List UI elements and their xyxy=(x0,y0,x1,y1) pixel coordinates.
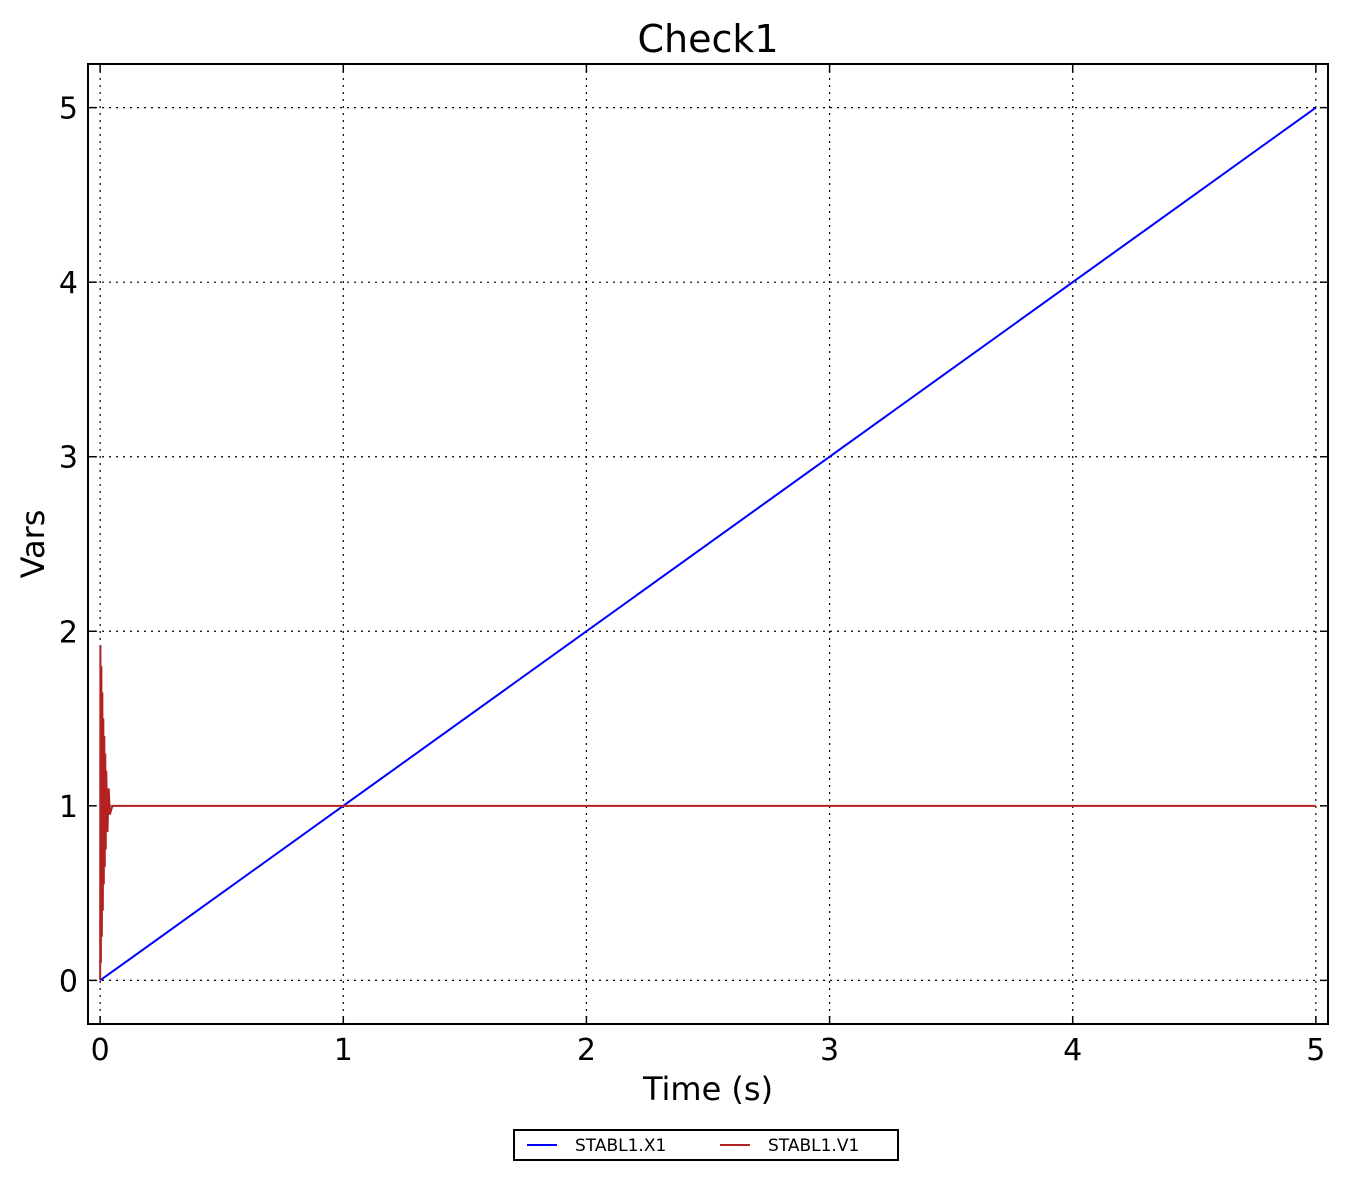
x-tick-label: 3 xyxy=(820,1033,839,1068)
y-tick-label: 3 xyxy=(59,441,78,476)
x-axis-label: Time (s) xyxy=(642,1070,773,1108)
x-tick-label: 0 xyxy=(91,1033,110,1068)
y-tick-label: 4 xyxy=(59,266,78,301)
x-tick-label: 1 xyxy=(334,1033,353,1068)
legend-label: STABL1.V1 xyxy=(768,1136,859,1156)
x-tick-label: 5 xyxy=(1306,1033,1325,1068)
y-tick-label: 2 xyxy=(59,615,78,650)
x-tick-label: 4 xyxy=(1063,1033,1082,1068)
y-axis-label: Vars xyxy=(14,510,52,579)
series-line xyxy=(99,106,1317,982)
y-tick-label: 5 xyxy=(59,92,78,127)
plot-frame xyxy=(87,63,1329,1025)
legend-label: STABL1.X1 xyxy=(575,1136,666,1156)
y-tick-label: 0 xyxy=(59,964,78,999)
series-line xyxy=(99,645,1316,981)
legend-box xyxy=(513,1129,899,1161)
chart-title: Check1 xyxy=(637,17,778,61)
legend: STABL1.X1 STABL1.V1 xyxy=(513,1129,899,1161)
x-tick-label: 2 xyxy=(577,1033,596,1068)
y-tick-label: 1 xyxy=(59,790,78,825)
